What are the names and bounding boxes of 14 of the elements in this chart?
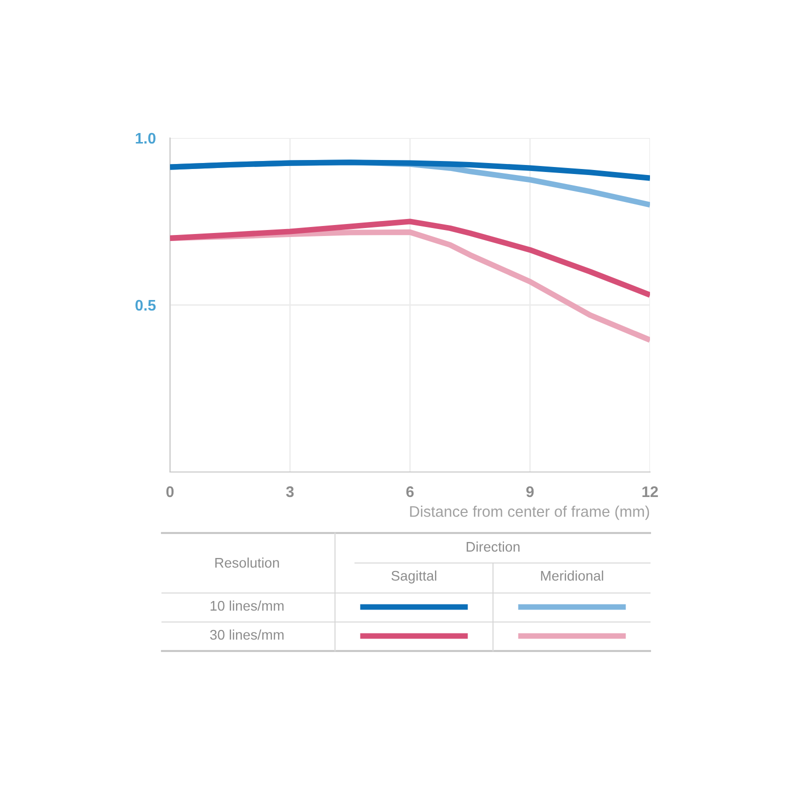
x-tick-label: 9 — [526, 486, 534, 498]
x-axis-title: Distance from center of frame (mm) — [410, 506, 650, 520]
x-tick-label: 6 — [406, 486, 414, 498]
y-tick-label: 1.0 — [136, 132, 156, 144]
text: Resolution — [215, 558, 279, 568]
text: 10 lines/mm — [210, 600, 284, 611]
text: Direction — [466, 542, 520, 552]
x-tick-label: 12 — [642, 486, 658, 497]
text: 30 lines/mm — [210, 630, 284, 640]
x-tick-label: 0 — [166, 486, 174, 498]
y-tick-label: 0.5 — [135, 300, 156, 311]
x-tick-label: 3 — [286, 486, 294, 498]
text: Sagittal — [391, 570, 436, 584]
text: Meridional — [541, 570, 604, 581]
